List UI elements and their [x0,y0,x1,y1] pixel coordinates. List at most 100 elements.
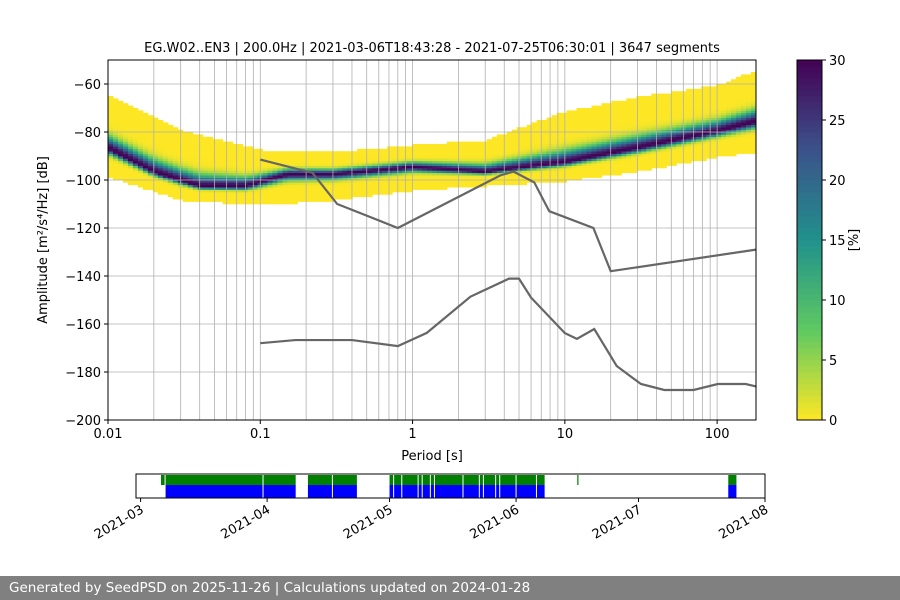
psd-cell [342,170,348,174]
psd-cell [446,175,453,178]
psd-cell [182,184,189,188]
psd-cell [422,175,428,178]
psd-cell [746,81,752,85]
psd-cell [407,148,413,152]
psd-segment [389,485,545,498]
psd-cell [227,151,234,154]
psd-cell [601,129,607,133]
psd-cell [596,134,602,138]
psd-cell [526,156,533,159]
psd-cell [461,163,468,166]
psd-cell [432,144,438,147]
psd-cell [417,182,423,186]
psd-cell [571,144,578,147]
psd-cell [626,146,632,150]
psd-cell [561,136,568,140]
psd-cell [137,158,144,162]
psd-cell [407,187,413,190]
psd-cell [162,158,169,162]
psd-cell [486,153,493,157]
psd-cell [422,156,428,159]
psd-cell [182,156,189,159]
psd-cell [751,72,757,75]
psd-cell [476,177,483,181]
psd-cell [721,122,727,126]
psd-cell [661,163,667,166]
psd-cell [307,180,313,183]
psd-cell [422,187,428,190]
psd-cell [282,189,288,193]
psd-cell [736,115,742,118]
psd-cell [327,168,333,171]
psd-cell [297,165,303,169]
psd-cell [227,201,234,205]
psd-cell [651,160,657,164]
psd-cell [596,168,602,171]
psd-cell [561,139,568,142]
psd-cell [407,153,413,157]
psd-cell [197,148,204,152]
psd-cell [586,165,593,169]
psd-cell [237,151,244,154]
psd-cell [372,148,378,152]
psd-cell [117,151,124,154]
psd-cell [347,163,353,166]
footer: Generated by SeedPSD on 2025-11-26 | Cal… [0,576,900,600]
psd-cell [566,115,573,118]
psd-cell [172,172,179,176]
psd-cell [152,187,159,190]
psd-cell [731,120,737,123]
psd-cell [606,153,612,157]
psd-cell [701,105,707,109]
psd-cell [132,115,139,118]
psd-cell [661,103,667,106]
psd-cell [541,146,548,150]
psd-cell [197,141,204,145]
psd-cell [252,182,259,186]
psd-cell [282,192,288,195]
psd-cell [476,153,483,157]
psd-cell [272,168,278,171]
psd-cell [576,172,583,176]
psd-cell [596,156,602,159]
psd-cell [631,115,637,118]
psd-cell [526,175,533,178]
psd-cell [247,146,254,150]
psd-cell [292,187,298,190]
psd-cell [706,122,712,126]
psd-cell [631,153,637,157]
psd-cell [397,168,403,171]
psd-cell [137,134,144,138]
psd-cell [511,156,518,159]
psd-cell [352,170,358,174]
psd-cell [412,153,418,157]
psd-cell [167,182,174,186]
psd-cell [322,175,328,178]
psd-cell [621,115,627,118]
psd-cell [152,170,159,174]
psd-cell [272,182,278,186]
psd-cell [651,141,657,145]
psd-cell [372,163,378,166]
psd-cell [686,132,692,135]
psd-cell [137,132,144,135]
psd-cell [152,127,159,130]
psd-cell [152,168,159,171]
psd-cell [222,180,229,183]
psd-cell [611,105,617,109]
psd-cell [212,146,219,150]
colorbar-segment [797,378,822,385]
psd-cell [282,175,288,178]
psd-cell [441,146,448,150]
psd-cell [556,141,563,145]
psd-cell [182,172,189,176]
psd-cell [147,170,154,174]
psd-cell [182,182,189,186]
psd-cell [691,105,697,109]
psd-cell [506,151,513,154]
psd-cell [731,105,737,109]
psd-cell [481,170,488,174]
psd-cell [237,168,244,171]
psd-cell [312,165,318,169]
psd-cell [202,199,209,202]
